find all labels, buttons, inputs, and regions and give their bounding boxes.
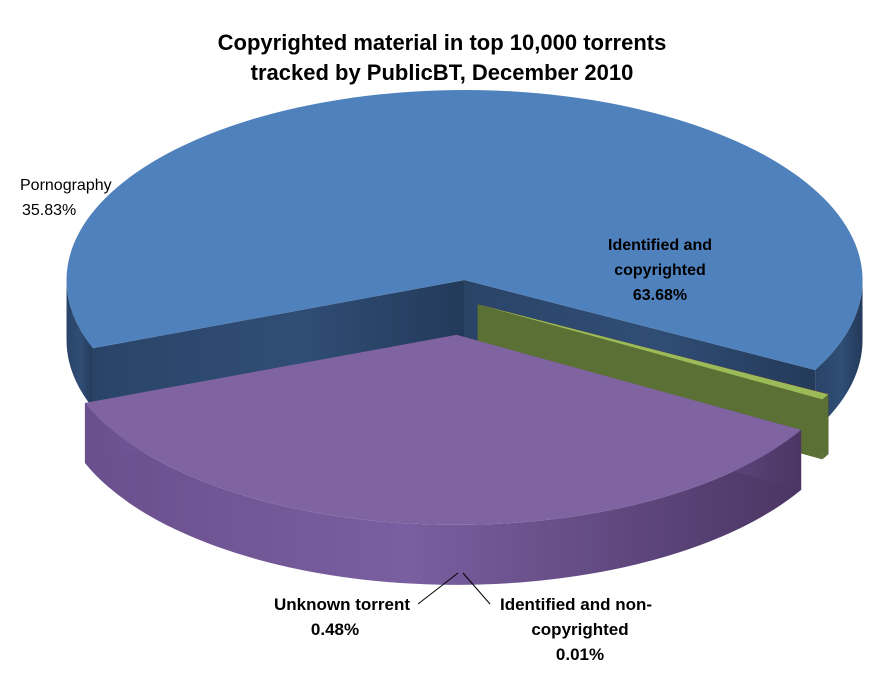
pie-slice-identified-and-copyrighted: [66, 90, 863, 370]
pie-slice-side-0: [815, 280, 863, 430]
data-label-3-line-0: Pornography: [20, 177, 112, 194]
pie-slice-unknown-torrent: [477, 304, 829, 400]
data-label-3-line-1: 35.83%: [22, 202, 76, 219]
leader-line-1: [462, 572, 491, 605]
chart-title-line-1: Copyrighted material in top 10,000 torre…: [217, 30, 667, 55]
data-label-0-line-2: 63.68%: [633, 287, 687, 304]
data-label-2-line-0: Unknown torrent: [274, 595, 410, 614]
pie-slice-identified-and-non-copyrighted: [477, 304, 829, 395]
data-label-1-line-1: copyrighted: [531, 620, 628, 639]
leader-line-2: [417, 572, 459, 605]
chart-title-line-2: tracked by PublicBT, December 2010: [250, 60, 634, 85]
pie-slice-pornography: [84, 334, 802, 525]
pie-slice-wall-0-0: [92, 280, 465, 409]
data-label-0-line-0: Identified and: [608, 237, 712, 254]
data-label-2-line-1: 0.48%: [311, 620, 359, 639]
data-label-0-line-1: copyrighted: [614, 262, 706, 279]
pie-slice-side-3: [84, 402, 802, 585]
pie-slice-side-0: [66, 280, 93, 409]
data-label-1-line-2: 0.01%: [556, 645, 604, 664]
data-label-1-line-0: Identified and non-: [500, 595, 652, 614]
